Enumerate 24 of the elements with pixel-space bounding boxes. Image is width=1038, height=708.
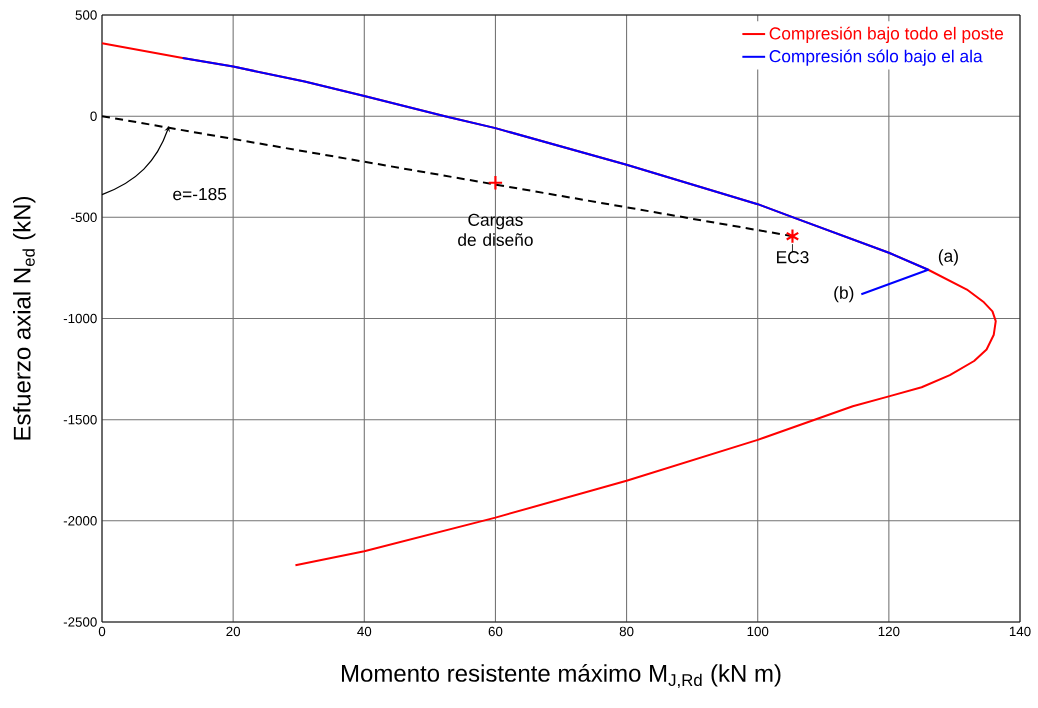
y-tick-label: -1500 [63, 414, 97, 425]
x-tick-label: 40 [357, 626, 372, 637]
y-tick-label: -500 [71, 212, 97, 223]
x-tick-label: 0 [98, 626, 106, 637]
x-tick-label: 80 [619, 626, 634, 637]
legend-label: Compresión bajo todo el poste [769, 26, 1004, 44]
x-tick-label: 100 [747, 626, 769, 637]
y-tick-label: 500 [75, 10, 97, 20]
y-axis-title: Esfuerzo axial N$_{ed}$ (kN) [13, 196, 36, 440]
x-tick-label: 120 [878, 626, 900, 637]
x-tick-label: 140 [1009, 626, 1031, 637]
y-tick-label: -2000 [63, 516, 97, 526]
legend-label: Compresión sólo bajo el ala [769, 49, 983, 66]
annotation: e=-185 [173, 187, 227, 201]
annotation: (a) [938, 249, 958, 266]
annotation: Cargas de diseño [458, 213, 533, 246]
y-tick-label: -2500 [63, 617, 97, 627]
x-tick-label: 60 [488, 626, 503, 637]
annotation: EC3 [777, 251, 809, 264]
y-tick-label: -1000 [63, 313, 97, 324]
x-tick-label: 20 [226, 626, 241, 637]
y-tick-label: 0 [90, 111, 97, 121]
annotation: (b) [834, 286, 854, 303]
x-axis-title: Momento resistente máximo M$_{J,Rd}$ (kN m) [341, 663, 781, 689]
